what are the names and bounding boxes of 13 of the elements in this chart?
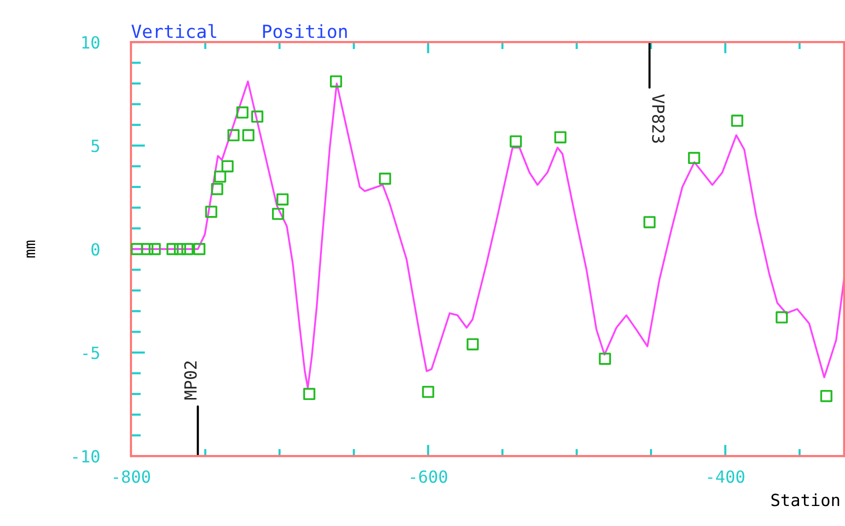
- y-tick-label: 0: [91, 243, 100, 256]
- x-tick-label: -400: [708, 470, 744, 483]
- x-axis-title: Station: [771, 493, 840, 506]
- y-axis-title: mm: [26, 240, 36, 258]
- y-tick-label: -10: [73, 450, 100, 463]
- x-tick-label: -600: [410, 470, 448, 483]
- ref-line-label: VP823: [652, 94, 665, 143]
- y-tick-label: 5: [92, 140, 100, 152]
- chart-title: Vertical Position: [131, 24, 347, 38]
- x-tick-label: -800: [114, 470, 150, 483]
- ref-line-label: MP02: [184, 361, 197, 400]
- y-tick-label: -5: [83, 346, 100, 360]
- y-tick-label: 10: [82, 36, 100, 49]
